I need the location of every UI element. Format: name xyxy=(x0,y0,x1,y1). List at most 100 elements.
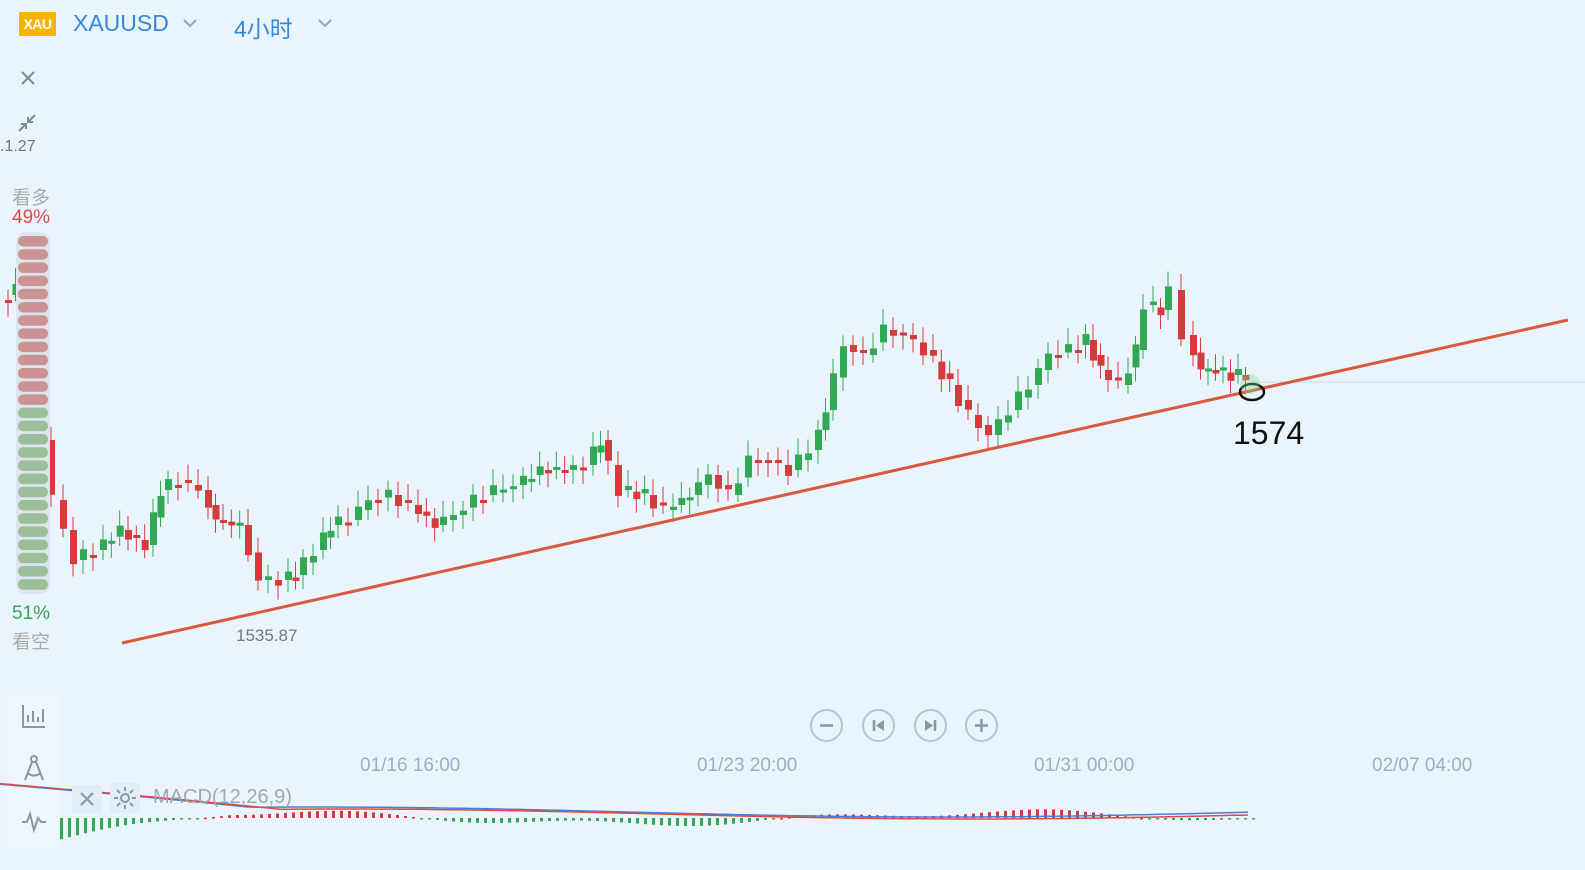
candle[interactable] xyxy=(431,518,439,528)
candle[interactable] xyxy=(395,495,402,506)
candle[interactable] xyxy=(920,342,927,356)
candle[interactable] xyxy=(686,497,694,501)
candle[interactable] xyxy=(597,445,605,453)
candle[interactable] xyxy=(840,346,847,378)
candle[interactable] xyxy=(536,466,544,475)
candle[interactable] xyxy=(60,500,67,529)
candle[interactable] xyxy=(520,475,527,485)
candle[interactable] xyxy=(735,483,742,495)
candle[interactable] xyxy=(715,475,722,489)
candle[interactable] xyxy=(150,512,157,545)
candle[interactable] xyxy=(185,480,192,483)
chevron-down-icon[interactable] xyxy=(316,14,334,32)
candle[interactable] xyxy=(946,373,954,380)
candle[interactable] xyxy=(265,576,272,580)
candle[interactable] xyxy=(1025,389,1032,398)
candle[interactable] xyxy=(755,460,762,463)
candle[interactable] xyxy=(100,539,107,550)
candle[interactable] xyxy=(212,505,220,520)
candle[interactable] xyxy=(1220,367,1227,371)
candle[interactable] xyxy=(641,489,649,494)
candle[interactable] xyxy=(1045,353,1052,370)
zoom-in-button[interactable] xyxy=(965,709,998,742)
candle[interactable] xyxy=(615,465,622,496)
chart-indicator-icon[interactable] xyxy=(20,702,48,730)
candle[interactable] xyxy=(228,521,236,526)
candle[interactable] xyxy=(1075,350,1082,353)
skip-back-button[interactable] xyxy=(862,709,895,742)
candle[interactable] xyxy=(70,530,77,565)
macd-close-button[interactable] xyxy=(72,785,102,813)
candle[interactable] xyxy=(415,505,422,514)
candle[interactable] xyxy=(795,454,802,470)
candle[interactable] xyxy=(1242,375,1250,381)
candle[interactable] xyxy=(1157,307,1165,316)
candle[interactable] xyxy=(510,486,517,490)
candle[interactable] xyxy=(1227,372,1235,381)
candle[interactable] xyxy=(670,506,677,510)
skip-forward-button[interactable] xyxy=(914,709,947,742)
candle[interactable] xyxy=(1165,286,1172,310)
candle[interactable] xyxy=(1090,340,1097,361)
candle[interactable] xyxy=(650,495,657,509)
collapse-icon[interactable] xyxy=(15,111,39,135)
candle[interactable] xyxy=(860,350,867,353)
candle[interactable] xyxy=(1082,334,1090,345)
candle[interactable] xyxy=(785,465,792,476)
candle[interactable] xyxy=(1132,344,1140,368)
candle[interactable] xyxy=(570,465,577,470)
candle[interactable] xyxy=(830,373,837,410)
candle[interactable] xyxy=(553,466,561,470)
candle[interactable] xyxy=(335,516,342,525)
candle[interactable] xyxy=(450,515,457,520)
candle[interactable] xyxy=(1065,344,1072,353)
candle[interactable] xyxy=(320,532,327,550)
candle[interactable] xyxy=(938,361,946,380)
candle[interactable] xyxy=(1140,309,1147,350)
candle[interactable] xyxy=(285,571,292,580)
candle[interactable] xyxy=(995,419,1002,435)
candle[interactable] xyxy=(1055,355,1062,358)
candle[interactable] xyxy=(165,479,172,490)
candle[interactable] xyxy=(965,400,972,410)
candle[interactable] xyxy=(300,557,307,575)
candle[interactable] xyxy=(580,467,587,471)
candle[interactable] xyxy=(375,500,382,503)
candle[interactable] xyxy=(1178,290,1185,340)
candle[interactable] xyxy=(955,385,962,406)
macd-settings-button[interactable] xyxy=(110,783,140,813)
chevron-down-icon[interactable] xyxy=(181,14,199,32)
candle[interactable] xyxy=(500,489,507,493)
candle[interactable] xyxy=(590,446,597,465)
candle[interactable] xyxy=(90,555,97,558)
candle[interactable] xyxy=(822,412,830,430)
close-icon[interactable] xyxy=(16,66,40,90)
wave-icon[interactable] xyxy=(20,808,48,836)
candle[interactable] xyxy=(561,470,569,473)
candle[interactable] xyxy=(625,486,632,490)
candle[interactable] xyxy=(930,350,937,356)
candle[interactable] xyxy=(385,489,392,498)
candle[interactable] xyxy=(850,345,857,353)
candle[interactable] xyxy=(870,348,877,355)
candle[interactable] xyxy=(1115,377,1122,381)
candle[interactable] xyxy=(528,478,536,482)
candle[interactable] xyxy=(890,330,897,336)
candle[interactable] xyxy=(5,300,12,303)
candle[interactable] xyxy=(725,485,732,490)
candle[interactable] xyxy=(975,415,982,429)
candle[interactable] xyxy=(292,577,300,581)
drawing-tool-icon[interactable] xyxy=(20,754,48,784)
candle[interactable] xyxy=(1125,373,1132,385)
candle[interactable] xyxy=(236,522,244,526)
candle[interactable] xyxy=(205,490,212,508)
candle[interactable] xyxy=(1197,352,1205,370)
candle[interactable] xyxy=(195,485,202,491)
candle[interactable] xyxy=(1150,301,1157,305)
candle[interactable] xyxy=(470,494,477,508)
candle[interactable] xyxy=(141,540,149,551)
candle[interactable] xyxy=(900,332,907,336)
candle[interactable] xyxy=(133,535,141,538)
candle[interactable] xyxy=(880,324,887,343)
candle[interactable] xyxy=(327,530,335,538)
